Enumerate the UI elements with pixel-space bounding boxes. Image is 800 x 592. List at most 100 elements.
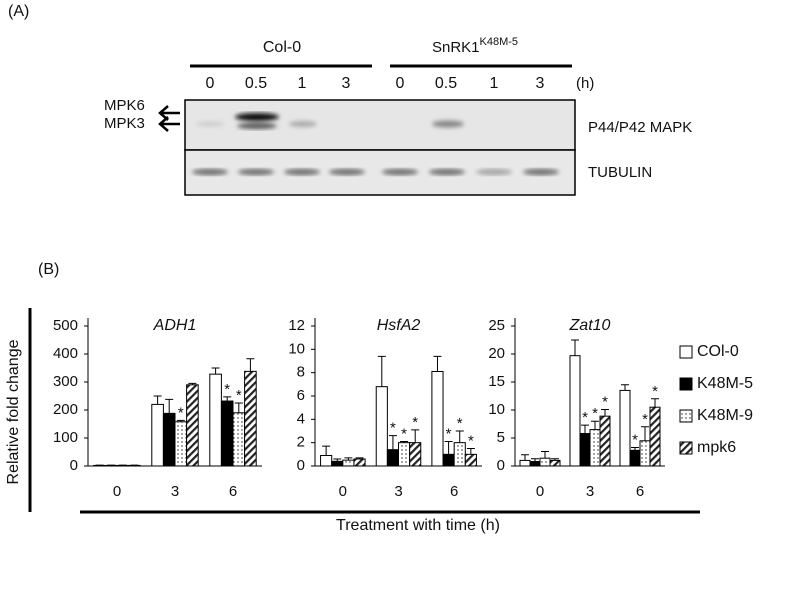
y-tick-label: 100 (53, 429, 78, 446)
error-bar (355, 457, 364, 459)
legend-label: mpk6 (697, 439, 736, 456)
chart-title: Zat10 (569, 317, 611, 334)
x-tick-label: 3 (394, 483, 402, 500)
bar (649, 406, 661, 467)
bar (549, 459, 561, 467)
error-bar (521, 454, 529, 461)
x-tick-label: 6 (636, 483, 644, 500)
y-tick-label: 300 (53, 373, 78, 390)
error-bar (234, 402, 243, 413)
bar (442, 453, 455, 467)
bar (342, 459, 355, 467)
bar (629, 449, 641, 467)
y-tick-label: 8 (297, 364, 305, 381)
bar (244, 370, 257, 467)
error-bar (344, 457, 353, 461)
time-unit: (h) (576, 75, 594, 92)
legend-swatch (679, 441, 693, 455)
significance: * (224, 381, 230, 398)
error-bar (581, 424, 589, 434)
bar (186, 384, 199, 467)
time-label: 0 (206, 75, 215, 92)
error-bar (411, 429, 420, 443)
bar (232, 412, 246, 467)
y-tick-label: 15 (488, 373, 505, 390)
error-bar (466, 448, 475, 455)
panel-label: (A) (8, 3, 29, 20)
blot-label: TUBULIN (588, 164, 652, 181)
error-bar (246, 358, 255, 372)
bar (220, 400, 234, 467)
x-tick-label: 6 (450, 483, 458, 500)
error-bar (591, 420, 599, 430)
error-bar (641, 426, 649, 441)
significance: * (602, 393, 608, 410)
error-bar (388, 435, 397, 450)
bar (353, 458, 366, 467)
bar (464, 453, 477, 467)
error-bar (455, 430, 464, 443)
y-tick-label: 12 (288, 317, 305, 334)
bar (174, 421, 188, 467)
error-bar (400, 441, 409, 443)
significance: * (390, 420, 396, 437)
legend-swatch (679, 345, 693, 359)
x-axis-label: Treatment with time (h) (336, 517, 500, 534)
y-axis-label: Relative fold change (5, 339, 22, 484)
chart-title: HsfA2 (377, 317, 421, 334)
y-tick-label: 6 (297, 387, 305, 404)
time-label: 3 (536, 75, 545, 92)
time-label: 1 (298, 75, 307, 92)
legend: COl-0 K48M-5 K48M-9 mpk6 (679, 343, 753, 456)
legend-swatch (679, 377, 693, 391)
y-tick-label: 2 (297, 434, 305, 451)
bar (453, 442, 466, 467)
bands (196, 113, 464, 129)
error-bar (541, 450, 549, 459)
error-bar (631, 447, 639, 451)
y-tick-label: 200 (53, 401, 78, 418)
bar (162, 412, 176, 467)
y-tick-label: 10 (488, 401, 505, 418)
y-tick-label: 0 (70, 457, 78, 474)
legend-label: K48M-9 (697, 407, 753, 424)
significance: * (592, 405, 598, 422)
bar (320, 455, 333, 467)
y-tick-label: 0 (497, 457, 505, 474)
error-bar (223, 396, 232, 402)
significance: * (412, 414, 418, 431)
error-bar (211, 367, 220, 375)
group-label: SnRK1K48M-5 (432, 36, 518, 56)
y-tick-label: 10 (288, 340, 305, 357)
x-tick-label: 3 (171, 483, 179, 500)
legend-label: COl-0 (697, 343, 739, 360)
bar (619, 389, 631, 467)
x-tick-label: 0 (536, 483, 544, 500)
bar (529, 461, 541, 467)
error-bar (651, 398, 659, 408)
bar (519, 459, 531, 467)
arrows (158, 105, 180, 132)
y-tick-label: 500 (53, 317, 78, 334)
group-label: Col-0 (263, 39, 301, 56)
band-label: MPK3 (104, 115, 145, 132)
y-tick-label: 5 (497, 429, 505, 446)
x-tick-label: 3 (586, 483, 594, 500)
legend-label: K48M-5 (697, 375, 753, 392)
error-bar (188, 382, 197, 385)
legend-swatch (679, 409, 693, 423)
time-label: 3 (342, 75, 351, 92)
time-labels: 0 0.5 1 3 0 0.5 1 3 (206, 75, 545, 92)
x-tick-label: 0 (113, 483, 121, 500)
significance: * (457, 415, 463, 432)
band-label: MPK6 (104, 97, 145, 114)
bar (589, 429, 601, 467)
error-bar (571, 339, 579, 356)
bands (192, 168, 559, 176)
significance: * (632, 431, 638, 448)
error-bar (176, 419, 185, 422)
x-tick-label: 6 (229, 483, 237, 500)
bar (569, 355, 581, 467)
significance: * (582, 409, 588, 426)
